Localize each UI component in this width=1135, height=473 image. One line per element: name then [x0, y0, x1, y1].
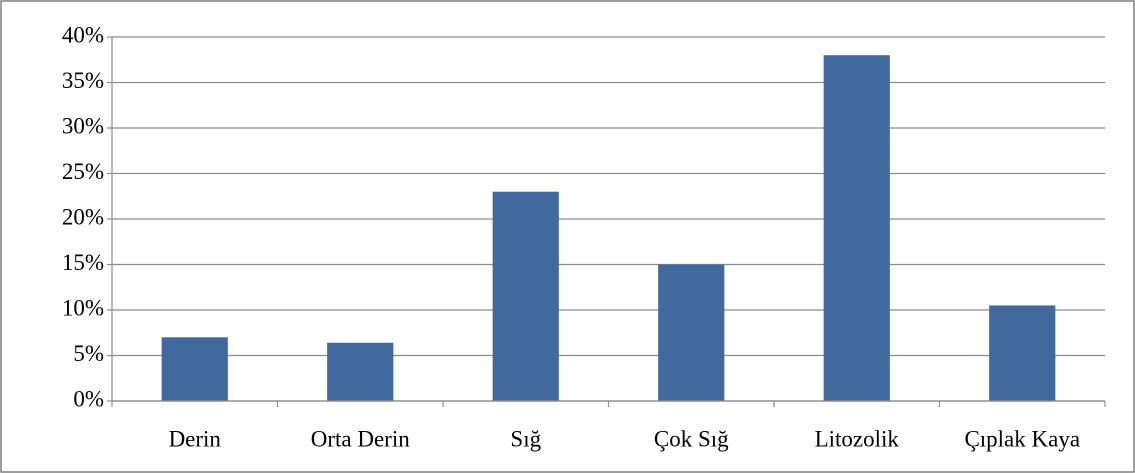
x-tick-label: Sığ [510, 426, 541, 451]
bar [989, 305, 1056, 401]
y-tick-label: 20% [62, 204, 104, 229]
y-tick-label: 35% [62, 68, 104, 93]
x-tick-label: Çok Sığ [654, 426, 729, 451]
y-tick-label: 15% [62, 250, 104, 275]
y-tick-label: 0% [73, 386, 104, 411]
x-tick-label: Orta Derin [311, 426, 410, 451]
y-tick-label: 40% [62, 22, 104, 47]
y-tick-label: 25% [62, 159, 104, 184]
y-tick-label: 30% [62, 113, 104, 138]
bar [823, 55, 890, 401]
bar [492, 191, 559, 401]
bar [658, 264, 725, 401]
x-tick-label: Litozolik [815, 426, 900, 451]
bar [327, 342, 394, 401]
x-tick-label: Çıplak Kaya [964, 426, 1080, 451]
y-tick-label: 10% [62, 295, 104, 320]
x-tick-label: Derin [169, 426, 222, 451]
y-tick-label: 5% [73, 341, 104, 366]
bar [161, 337, 228, 401]
